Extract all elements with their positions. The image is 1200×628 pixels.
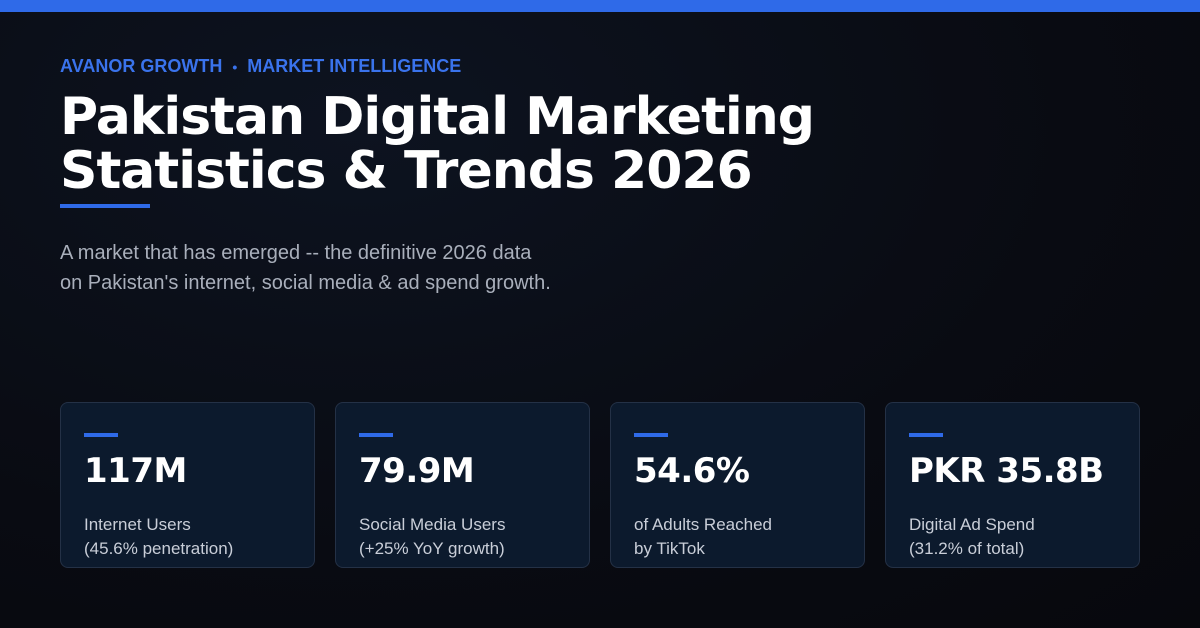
stat-value: 54.6% — [634, 451, 750, 491]
stat-label-line-1: of Adults Reached — [634, 515, 772, 534]
stat-label: Digital Ad Spend (31.2% of total) — [909, 513, 1129, 561]
subtitle: A market that has emerged -- the definit… — [60, 238, 680, 298]
stat-value: 79.9M — [359, 451, 475, 491]
card-accent-bar — [84, 433, 118, 437]
top-accent-bar — [0, 0, 1200, 12]
subtitle-line-2: on Pakistan's internet, social media & a… — [60, 272, 551, 294]
title-underline — [60, 204, 150, 208]
card-accent-bar — [634, 433, 668, 437]
stat-label-line-1: Digital Ad Spend — [909, 515, 1035, 534]
stat-card-internet-users: 117M Internet Users (45.6% penetration) — [60, 402, 315, 568]
card-accent-bar — [359, 433, 393, 437]
stat-label-line-2: (31.2% of total) — [909, 539, 1025, 558]
stat-label-line-1: Internet Users — [84, 515, 191, 534]
stat-label: Social Media Users (+25% YoY growth) — [359, 513, 579, 561]
brand-name: AVANOR GROWTH — [60, 56, 223, 76]
stat-label-line-2: by TikTok — [634, 539, 705, 558]
title-line-2: Statistics & Trends 2026 — [60, 141, 753, 201]
page-title: Pakistan Digital Marketing Statistics & … — [60, 90, 960, 198]
stat-label-line-1: Social Media Users — [359, 515, 506, 534]
stat-value: PKR 35.8B — [909, 451, 1104, 491]
title-line-1: Pakistan Digital Marketing — [60, 87, 815, 147]
stat-label: Internet Users (45.6% penetration) — [84, 513, 304, 561]
section-name: MARKET INTELLIGENCE — [247, 56, 462, 76]
stat-label-line-2: (+25% YoY growth) — [359, 539, 505, 558]
stat-card-tiktok-reach: 54.6% of Adults Reached by TikTok — [610, 402, 865, 568]
subtitle-line-1: A market that has emerged -- the definit… — [60, 242, 532, 264]
stat-label: of Adults Reached by TikTok — [634, 513, 854, 561]
stat-card-digital-ad-spend: PKR 35.8B Digital Ad Spend (31.2% of tot… — [885, 402, 1140, 568]
stat-value: 117M — [84, 451, 187, 491]
stat-label-line-2: (45.6% penetration) — [84, 539, 234, 558]
card-accent-bar — [909, 433, 943, 437]
stat-cards: 117M Internet Users (45.6% penetration) … — [60, 402, 1140, 568]
eyebrow: AVANOR GROWTH • MARKET INTELLIGENCE — [60, 56, 461, 77]
eyebrow-separator: • — [232, 58, 238, 75]
stat-card-social-media-users: 79.9M Social Media Users (+25% YoY growt… — [335, 402, 590, 568]
